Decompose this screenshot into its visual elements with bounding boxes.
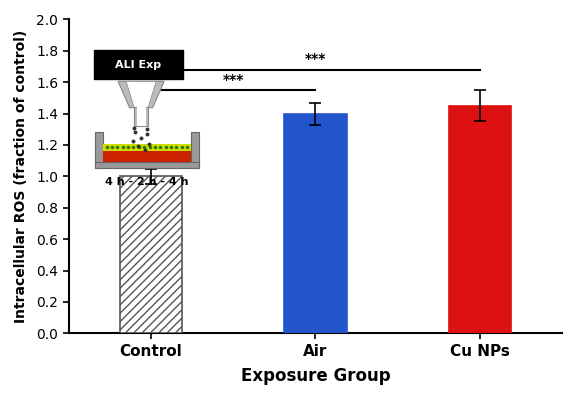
Bar — [103, 144, 191, 151]
Polygon shape — [118, 81, 164, 108]
Polygon shape — [126, 81, 156, 108]
FancyBboxPatch shape — [94, 50, 183, 79]
Bar — [103, 151, 191, 162]
Text: ***: *** — [222, 73, 244, 87]
Bar — [284, 114, 347, 333]
Bar — [95, 162, 199, 168]
Bar — [120, 176, 182, 333]
Bar — [95, 132, 103, 168]
Bar — [191, 132, 199, 168]
Bar — [137, 107, 146, 126]
Text: ALI Exp: ALI Exp — [115, 59, 161, 70]
X-axis label: Exposure Group: Exposure Group — [241, 367, 391, 385]
Text: 4 h - 2 h - 4 h: 4 h - 2 h - 4 h — [105, 177, 188, 187]
Text: ***: *** — [305, 53, 326, 67]
Bar — [134, 107, 148, 126]
Bar — [449, 106, 511, 333]
Y-axis label: Intracellular ROS (fraction of control): Intracellular ROS (fraction of control) — [14, 30, 28, 323]
